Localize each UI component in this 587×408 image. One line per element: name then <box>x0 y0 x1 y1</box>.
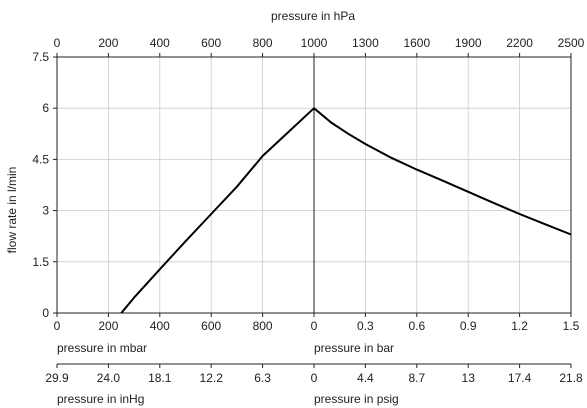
bar-tick-label: 1.2 <box>511 319 528 333</box>
mbar-tick-label: 800 <box>253 319 273 333</box>
psig-tick-label: 13 <box>462 371 476 385</box>
flow-curve-vacuum <box>120 107 315 314</box>
y-tick-label: 6 <box>42 101 49 115</box>
top-tick-label: 1900 <box>455 36 482 50</box>
mbar-tick-label: 200 <box>98 319 118 333</box>
y-tick-label: 7.5 <box>32 50 49 64</box>
top-tick-label: 800 <box>253 36 273 50</box>
bar-tick-label: 1.5 <box>563 319 580 333</box>
mbar-axis-label: pressure in mbar <box>57 341 147 355</box>
top-tick-label: 1000 <box>301 36 328 50</box>
psig-tick-label: 17.4 <box>508 371 532 385</box>
y-tick-label: 4.5 <box>32 152 49 166</box>
top-tick-label: 1600 <box>403 36 430 50</box>
bar-axis-label: pressure in bar <box>314 341 394 355</box>
y-tick-label: 3 <box>42 204 49 218</box>
data-curves <box>120 107 572 314</box>
top-tick-label: 1300 <box>352 36 379 50</box>
psig-tick-label: 4.4 <box>357 371 374 385</box>
flow-curve-pressure <box>313 107 572 236</box>
top-tick-label: 2200 <box>506 36 533 50</box>
psig-axis-label: pressure in psig <box>314 392 399 406</box>
y-axis-ticks: 0 1.5 3 4.5 6 7.5 <box>32 50 57 320</box>
bar-tick-label: 0 <box>311 319 318 333</box>
mbar-tick-label: 600 <box>201 319 221 333</box>
psig-tick-label: 0 <box>311 371 318 385</box>
top-tick-label: 400 <box>150 36 170 50</box>
top-tick-label: 600 <box>201 36 221 50</box>
mbar-tick-label: 400 <box>150 319 170 333</box>
inhg-tick-label: 29.9 <box>45 371 69 385</box>
inhg-psig-axis: 29.9 24.0 18.1 12.2 6.3 0 4.4 8.7 13 17.4 21.8 <box>45 363 583 385</box>
y-axis-label: flow rate in l/min <box>5 167 19 254</box>
bar-tick-label: 0.9 <box>460 319 477 333</box>
bar-tick-label: 0.6 <box>408 319 425 333</box>
inhg-tick-label: 6.3 <box>254 371 271 385</box>
inhg-tick-label: 18.1 <box>148 371 172 385</box>
top-tick-label: 200 <box>98 36 118 50</box>
mbar-tick-label: 0 <box>54 319 61 333</box>
bottom-axis-ticks: 0 200 400 600 800 0 0.3 0.6 0.9 1.2 1.5 <box>54 313 580 333</box>
top-axis-ticks: 0 200 400 600 800 1000 1300 1600 1900 2200 2500 <box>54 36 585 57</box>
bar-tick-label: 0.3 <box>357 319 374 333</box>
top-tick-label: 0 <box>54 36 61 50</box>
psig-tick-label: 21.8 <box>559 371 583 385</box>
top-tick-label: 2500 <box>558 36 585 50</box>
inhg-axis-label: pressure in inHg <box>57 392 144 406</box>
top-axis-label: pressure in hPa <box>271 9 355 23</box>
inhg-tick-label: 24.0 <box>97 371 121 385</box>
y-tick-label: 1.5 <box>32 255 49 269</box>
grid-lines <box>57 57 571 313</box>
y-tick-label: 0 <box>42 306 49 320</box>
psig-tick-label: 8.7 <box>408 371 425 385</box>
inhg-tick-label: 12.2 <box>200 371 224 385</box>
